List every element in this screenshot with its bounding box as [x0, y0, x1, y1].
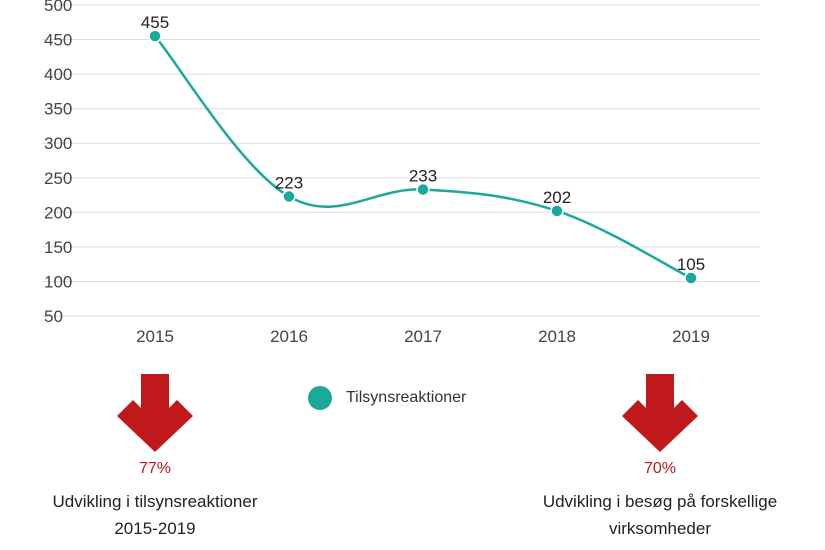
callout-percent: 70% [643, 460, 677, 477]
legend-label: Tilsynsreaktioner [346, 389, 467, 406]
series-line-tilsynsreaktioner [154, 35, 692, 280]
x-tick-label: 2019 [672, 327, 710, 346]
y-tick-label: 450 [44, 31, 72, 50]
y-tick-label: 350 [44, 100, 72, 119]
callout-caption-line: Udvikling i besøg på forskellige [542, 492, 778, 511]
x-tick-label: 2015 [136, 327, 174, 346]
y-tick-label: 500 [44, 0, 72, 15]
callout-decline-reactions: 77% Udvikling i tilsynsreaktioner 2015-2… [15, 372, 295, 542]
data-point [550, 204, 564, 218]
down-arrow-icon [117, 374, 193, 452]
data-label: 105 [677, 255, 705, 274]
data-point [148, 29, 162, 43]
x-tick-label: 2017 [404, 327, 442, 346]
y-tick-label: 200 [44, 203, 72, 222]
data-labels: 455 223 233 202 105 [141, 13, 705, 274]
legend-swatch [308, 386, 332, 410]
y-tick-label: 250 [44, 169, 72, 188]
data-label: 202 [543, 188, 571, 207]
data-label: 223 [275, 173, 303, 192]
data-label: 455 [141, 13, 169, 32]
x-tick-label: 2016 [270, 327, 308, 346]
callout-caption-line: virksomheder [608, 519, 712, 538]
y-tick-label: 150 [44, 238, 72, 257]
callout-percent: 77% [138, 460, 172, 477]
y-tick-label: 400 [44, 65, 72, 84]
data-point [282, 189, 296, 204]
gridlines [42, 4, 760, 317]
callout-decline-visits: 70% Udvikling i besøg på forskellige vir… [500, 372, 820, 542]
y-tick-label: 50 [44, 307, 63, 326]
callout-caption-line: Udvikling i tilsynsreaktioner [52, 492, 258, 511]
y-tick-label: 300 [44, 134, 72, 153]
y-axis-ticks: 50 100 150 200 250 300 350 400 450 500 [44, 0, 72, 326]
x-tick-label: 2018 [538, 327, 576, 346]
legend: Tilsynsreaktioner [308, 386, 466, 410]
data-label: 233 [409, 167, 437, 186]
y-tick-label: 100 [44, 272, 72, 291]
data-points [148, 29, 698, 285]
x-axis-ticks: 2015 2016 2017 2018 2019 [136, 327, 710, 346]
down-arrow-icon [622, 374, 698, 452]
data-point [416, 182, 430, 197]
data-point [684, 271, 698, 285]
callout-caption-line: 2015-2019 [114, 519, 196, 538]
